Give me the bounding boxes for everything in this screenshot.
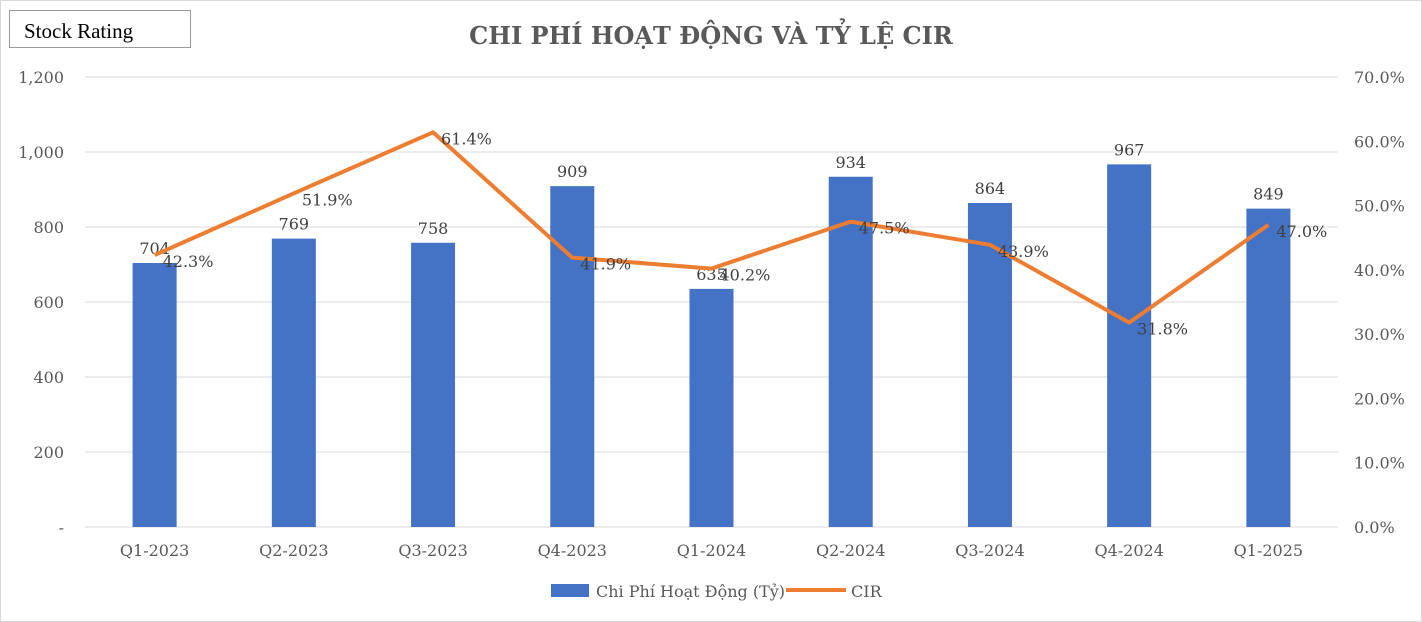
x-tick-label: Q4-2023: [538, 541, 607, 560]
x-tick-label: Q3-2024: [955, 541, 1024, 560]
y-left-tick-label: 200: [33, 443, 64, 462]
chart-title: CHI PHÍ HOẠT ĐỘNG VÀ TỶ LỆ CIR: [469, 18, 954, 50]
bar: [967, 203, 1012, 527]
cir-value-label: 41.9%: [580, 255, 631, 274]
y-axis-right: 0.0% 10.0% 20.0% 30.0% 40.0% 50.0% 60.0% 70.0%: [1354, 68, 1405, 537]
legend-label-line: CIR: [851, 582, 883, 601]
y-right-tick-label: 20.0%: [1354, 389, 1405, 408]
bar-value-label: 909: [557, 162, 588, 181]
cir-value-label: 31.8%: [1137, 320, 1188, 339]
y-right-tick-label: 60.0%: [1354, 132, 1405, 151]
bar: [828, 176, 873, 527]
bar: [271, 238, 316, 527]
y-right-tick-label: 0.0%: [1354, 518, 1395, 537]
x-tick-label: Q4-2024: [1094, 541, 1163, 560]
cir-value-label: 47.5%: [859, 219, 910, 238]
legend-swatch-bar: [551, 584, 589, 597]
cir-value-label: 42.3%: [163, 252, 214, 271]
bar-value-label: 934: [835, 153, 866, 172]
y-right-tick-label: 10.0%: [1354, 454, 1405, 473]
bar-value-label: 849: [1253, 185, 1284, 204]
cir-value-label: 40.2%: [720, 266, 771, 285]
cir-value-label: 61.4%: [441, 129, 492, 148]
cir-value-label: 47.0%: [1276, 222, 1327, 241]
bar: [132, 263, 177, 527]
x-tick-label: Q1-2023: [120, 541, 189, 560]
cir-value-label: 51.9%: [302, 190, 353, 209]
bar-value-label: 864: [975, 179, 1006, 198]
y-left-tick-label: 1,200: [18, 68, 64, 87]
x-tick-label: Q1-2024: [677, 541, 746, 560]
bar-value-label: 769: [279, 215, 310, 234]
y-left-tick-label: 600: [33, 293, 64, 312]
y-left-tick-label: -: [59, 518, 64, 537]
y-left-tick-label: 400: [33, 368, 64, 387]
bar: [1107, 164, 1152, 527]
y-right-tick-label: 40.0%: [1354, 261, 1405, 280]
bar-value-label: 758: [418, 219, 449, 238]
bar: [1246, 208, 1291, 527]
y-right-tick-label: 70.0%: [1354, 68, 1405, 87]
bar-value-label: 967: [1114, 140, 1145, 159]
y-right-tick-label: 30.0%: [1354, 325, 1405, 344]
legend-label-bar: Chi Phí Hoạt Động (Tỷ): [596, 582, 785, 601]
y-right-tick-label: 50.0%: [1354, 197, 1405, 216]
x-tick-label: Q2-2023: [259, 541, 328, 560]
x-tick-label: Q2-2024: [816, 541, 885, 560]
watermark-label: Stock Rating: [9, 10, 191, 48]
y-axis-left: - 200 400 600 800 1,000 1,200: [18, 68, 64, 537]
legend: Chi Phí Hoạt Động (Tỷ) CIR: [551, 582, 883, 601]
bar: [411, 242, 456, 527]
x-axis: Q1-2023 Q2-2023 Q3-2023 Q4-2023 Q1-2024 Q2-20…: [120, 541, 1303, 560]
y-left-tick-label: 1,000: [18, 143, 64, 162]
line-series: 42.3% 51.9% 61.4% 41.9% 40.2% 47.5% 43.9% 31.8%…: [153, 129, 1327, 339]
x-tick-label: Q3-2023: [398, 541, 467, 560]
cir-value-label: 43.9%: [998, 242, 1049, 261]
y-left-tick-label: 800: [33, 218, 64, 237]
x-tick-label: Q1-2025: [1234, 541, 1303, 560]
bar: [689, 288, 734, 527]
bar: [550, 186, 595, 527]
